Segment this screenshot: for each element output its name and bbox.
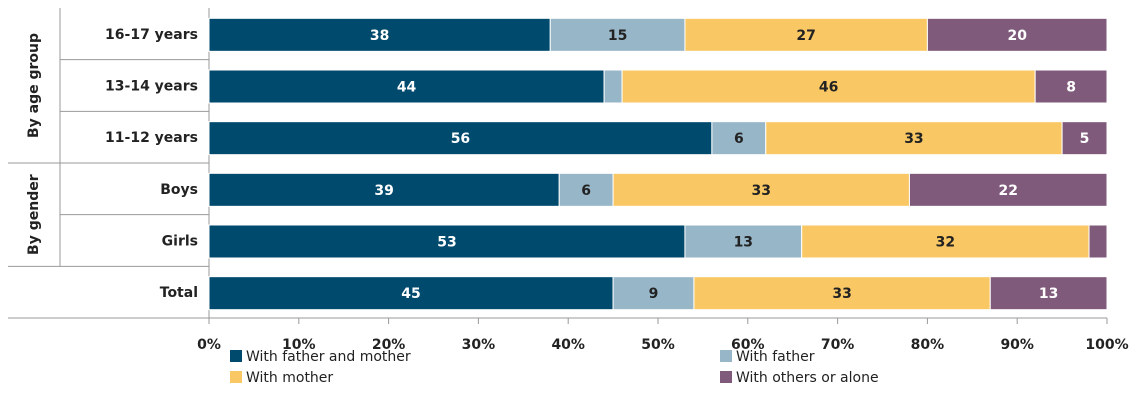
data-label: 46 (819, 80, 838, 96)
x-tick-label: 10% (282, 337, 316, 353)
data-label: 32 (936, 235, 955, 251)
data-label: 13 (734, 235, 753, 251)
legend-label: With mother (246, 370, 333, 386)
x-tick-label: 60% (731, 337, 765, 353)
legend-swatch (230, 371, 242, 383)
bar-segment (1088, 224, 1108, 259)
bar-segment (208, 17, 551, 52)
data-label: 53 (437, 235, 456, 251)
data-label: 5 (1080, 131, 1090, 147)
y-tick-label: Girls (162, 234, 198, 250)
x-tick-label: 70% (821, 337, 855, 353)
bar-segment (926, 17, 1108, 52)
x-tick-label: 80% (911, 337, 945, 353)
data-label: 15 (608, 28, 627, 44)
data-label: 33 (904, 131, 923, 147)
data-label: 45 (401, 286, 420, 302)
data-label: 13 (1039, 286, 1058, 302)
y-tick-label: Total (160, 285, 198, 301)
legend-label: With father and mother (246, 349, 411, 365)
x-tick-label: 20% (372, 337, 406, 353)
bar-segment (711, 121, 767, 156)
bar-segment (208, 224, 686, 259)
bar-segment (208, 172, 560, 207)
data-label: 6 (734, 131, 744, 147)
data-label: 8 (1066, 80, 1076, 96)
bar-segment (558, 172, 614, 207)
bar-segment (765, 121, 1063, 156)
bar-segment (208, 276, 614, 311)
bar-segment (684, 17, 928, 52)
data-label: 33 (752, 183, 771, 199)
legend-swatch (720, 350, 732, 362)
data-label: 22 (998, 183, 1017, 199)
bar-segment (684, 224, 803, 259)
group-label: By gender (26, 174, 42, 255)
bar-segment (612, 276, 695, 311)
data-label: 6 (581, 183, 591, 199)
x-tick-label: 0% (197, 337, 221, 353)
data-label: 20 (1007, 28, 1027, 44)
bar-segment (908, 172, 1108, 207)
legend-swatch (720, 371, 732, 383)
x-tick-label: 100% (1085, 337, 1128, 353)
data-label: 9 (649, 286, 659, 302)
bar-segment (693, 276, 991, 311)
data-label: 56 (451, 131, 470, 147)
bar-segment (1061, 121, 1108, 156)
x-tick-label: 50% (641, 337, 675, 353)
bar-segment (208, 121, 713, 156)
x-tick-label: 30% (462, 337, 496, 353)
bar-segment (621, 69, 1036, 104)
data-label: 38 (370, 28, 389, 44)
data-label: 39 (374, 183, 393, 199)
y-tick-label: Boys (160, 182, 198, 198)
bar-segment (1034, 69, 1108, 104)
data-label: 44 (397, 80, 417, 96)
bar-segment (989, 276, 1108, 311)
bar-segment (612, 172, 910, 207)
y-tick-label: 13-14 years (105, 79, 198, 95)
y-tick-label: 16-17 years (105, 27, 198, 43)
legend-label: With father (736, 349, 815, 365)
group-label: By age group (26, 33, 42, 138)
bar-segment (801, 224, 1090, 259)
x-tick-label: 90% (1000, 337, 1034, 353)
y-tick-label: 11-12 years (105, 130, 198, 146)
data-label: 33 (832, 286, 851, 302)
bar-segment (549, 17, 686, 52)
bar-segment (603, 69, 623, 104)
legend-swatch (230, 350, 242, 362)
data-label: 27 (796, 28, 815, 44)
legend-label: With others or alone (736, 370, 879, 386)
x-tick-label: 40% (551, 337, 585, 353)
